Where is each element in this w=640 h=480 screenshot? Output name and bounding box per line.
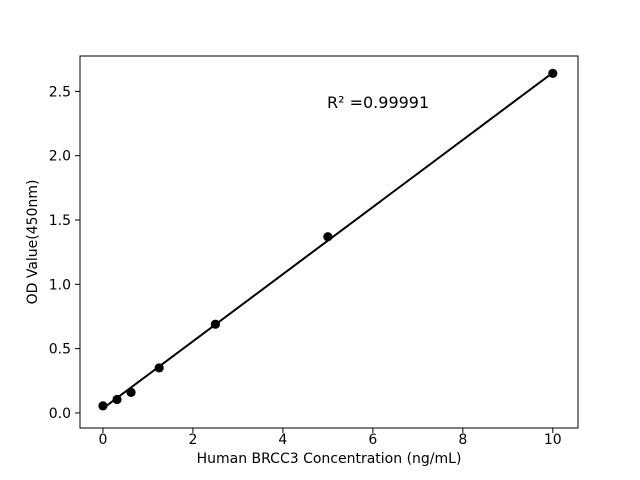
y-tick-label: 1.5 [49,213,71,229]
y-tick-label: 1.0 [49,277,71,293]
x-tick-label: 4 [278,432,287,448]
data-point [210,319,221,329]
x-tick-label: 0 [98,432,107,448]
y-axis-ticks: 0.0 0.5 1.0 1.5 2.0 2.5 [49,84,80,422]
y-axis-label: OD Value(450nm) [25,180,41,305]
data-point [154,363,164,373]
x-tick-label: 8 [458,432,467,448]
x-tick-label: 6 [368,432,377,448]
data-series [98,68,558,411]
data-point [548,68,558,78]
data-point [126,387,136,397]
data-point [112,394,122,405]
plot-frame [79,55,579,429]
data-point [323,232,333,242]
x-axis-ticks: 0 2 4 6 8 10 [98,428,562,448]
r-squared-annotation: R² =0.99991 [327,93,429,112]
x-tick-label: 2 [188,432,197,448]
y-tick-label: 0.0 [49,406,71,422]
y-tick-label: 2.5 [49,84,71,100]
data-point [98,401,108,411]
x-axis-label: Human BRCC3 Concentration (ng/mL) [197,451,462,467]
y-tick-label: 2.0 [49,149,71,165]
x-tick-label: 10 [544,432,562,448]
y-tick-label: 0.5 [49,342,71,358]
